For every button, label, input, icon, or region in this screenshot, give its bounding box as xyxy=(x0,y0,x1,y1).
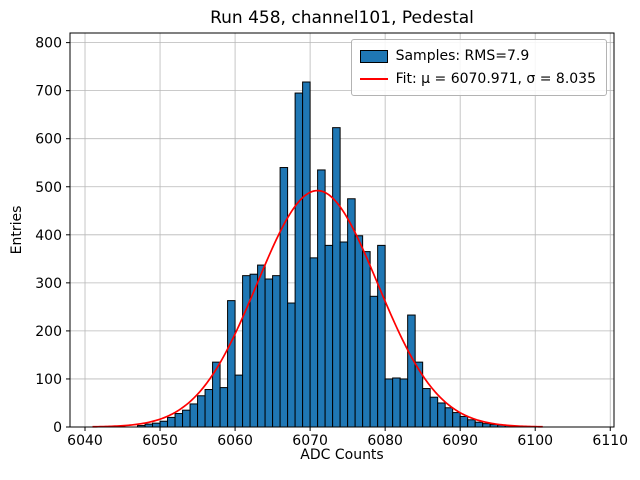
histogram-bar xyxy=(332,127,341,428)
histogram-bar xyxy=(152,422,161,428)
histogram-bar xyxy=(369,295,379,428)
histogram-bar xyxy=(174,413,184,428)
histogram-bar xyxy=(474,421,484,428)
histogram-bar xyxy=(429,396,439,428)
x-tick-label: 6110 xyxy=(592,433,628,449)
x-tick-label: 6090 xyxy=(442,433,478,449)
histogram-bar xyxy=(362,251,371,428)
x-tick-label: 6050 xyxy=(142,433,178,449)
histogram-bar xyxy=(467,419,476,428)
samples-swatch xyxy=(359,49,388,63)
histogram-bar xyxy=(437,402,446,428)
x-tick-label: 6100 xyxy=(517,433,553,449)
histogram-bar xyxy=(414,361,424,428)
legend: Samples: RMS=7.9 Fit: μ = 6070.971, σ = … xyxy=(350,39,607,96)
histogram-bar xyxy=(452,412,461,428)
histogram-bar xyxy=(182,409,191,428)
histogram-bar xyxy=(257,264,266,428)
y-tick-label: 0 xyxy=(53,420,62,436)
fit-curve xyxy=(92,189,543,428)
histogram-bar xyxy=(377,244,386,428)
y-tick-label: 800 xyxy=(35,36,62,52)
histogram-bar xyxy=(272,275,281,428)
y-tick-label: 600 xyxy=(35,132,62,148)
histogram-bar xyxy=(242,275,251,428)
histogram-bar xyxy=(264,278,274,428)
histogram-bar xyxy=(407,314,416,428)
histogram-bar xyxy=(339,241,349,428)
histogram-bar xyxy=(234,374,244,428)
histogram-bar xyxy=(227,300,236,428)
histogram-bar xyxy=(324,244,334,428)
fit-label: Fit: μ = 6070.971, σ = 8.035 xyxy=(395,71,596,87)
histogram-bar xyxy=(347,198,356,428)
y-tick-label: 200 xyxy=(35,324,62,340)
histogram-bar xyxy=(219,387,229,428)
histogram-bar xyxy=(159,420,169,428)
axes-border xyxy=(69,32,615,428)
x-axis-label: ADC Counts xyxy=(300,447,384,463)
histogram-bar xyxy=(189,403,199,428)
y-tick-label: 400 xyxy=(35,228,62,244)
histogram-bar xyxy=(167,416,176,428)
y-tick-label: 300 xyxy=(35,276,62,292)
fit-line-swatch xyxy=(359,78,388,80)
histogram-bar xyxy=(309,257,319,428)
x-tick-label: 6070 xyxy=(292,433,328,449)
x-tick-label: 6080 xyxy=(367,433,403,449)
histogram-bar xyxy=(399,378,409,428)
x-tick-label: 6040 xyxy=(67,433,103,449)
chart-title: Run 458, channel101, Pedestal xyxy=(210,8,474,28)
histogram-bar xyxy=(204,389,214,428)
histogram-bar xyxy=(287,302,296,428)
legend-item-samples: Samples: RMS=7.9 xyxy=(359,46,596,66)
y-tick-label: 700 xyxy=(35,84,62,100)
y-tick-label: 100 xyxy=(35,372,62,388)
histogram-bar xyxy=(279,167,289,428)
histogram-bar xyxy=(354,235,364,428)
histogram-bar xyxy=(444,407,454,428)
x-tick-label: 6060 xyxy=(217,433,253,449)
y-tick-label: 500 xyxy=(35,180,62,196)
legend-item-fit: Fit: μ = 6070.971, σ = 8.035 xyxy=(359,69,596,89)
histogram-bar xyxy=(197,395,206,428)
y-axis-label: Entries xyxy=(9,205,25,255)
histogram-bar xyxy=(392,377,401,428)
histogram-bar xyxy=(422,388,431,428)
histogram-bar xyxy=(302,81,311,428)
samples-label: Samples: RMS=7.9 xyxy=(395,48,530,64)
histogram-bar xyxy=(294,92,304,428)
histogram-bar xyxy=(317,169,326,428)
histogram-bar xyxy=(459,415,469,428)
histogram-bar xyxy=(482,423,491,428)
histogram-bar xyxy=(384,378,394,428)
